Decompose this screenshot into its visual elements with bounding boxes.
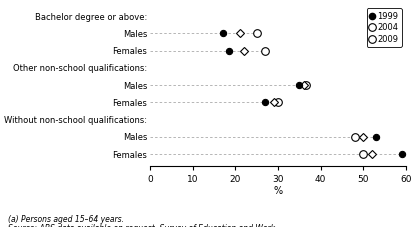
Text: Source: ABS data available on request, Survey of Education and Work: Source: ABS data available on request, S… xyxy=(8,224,275,227)
Legend: 1999, 2004, 2009: 1999, 2004, 2009 xyxy=(367,8,402,47)
X-axis label: %: % xyxy=(273,186,282,196)
Text: (a) Persons aged 15–64 years.: (a) Persons aged 15–64 years. xyxy=(8,215,124,224)
